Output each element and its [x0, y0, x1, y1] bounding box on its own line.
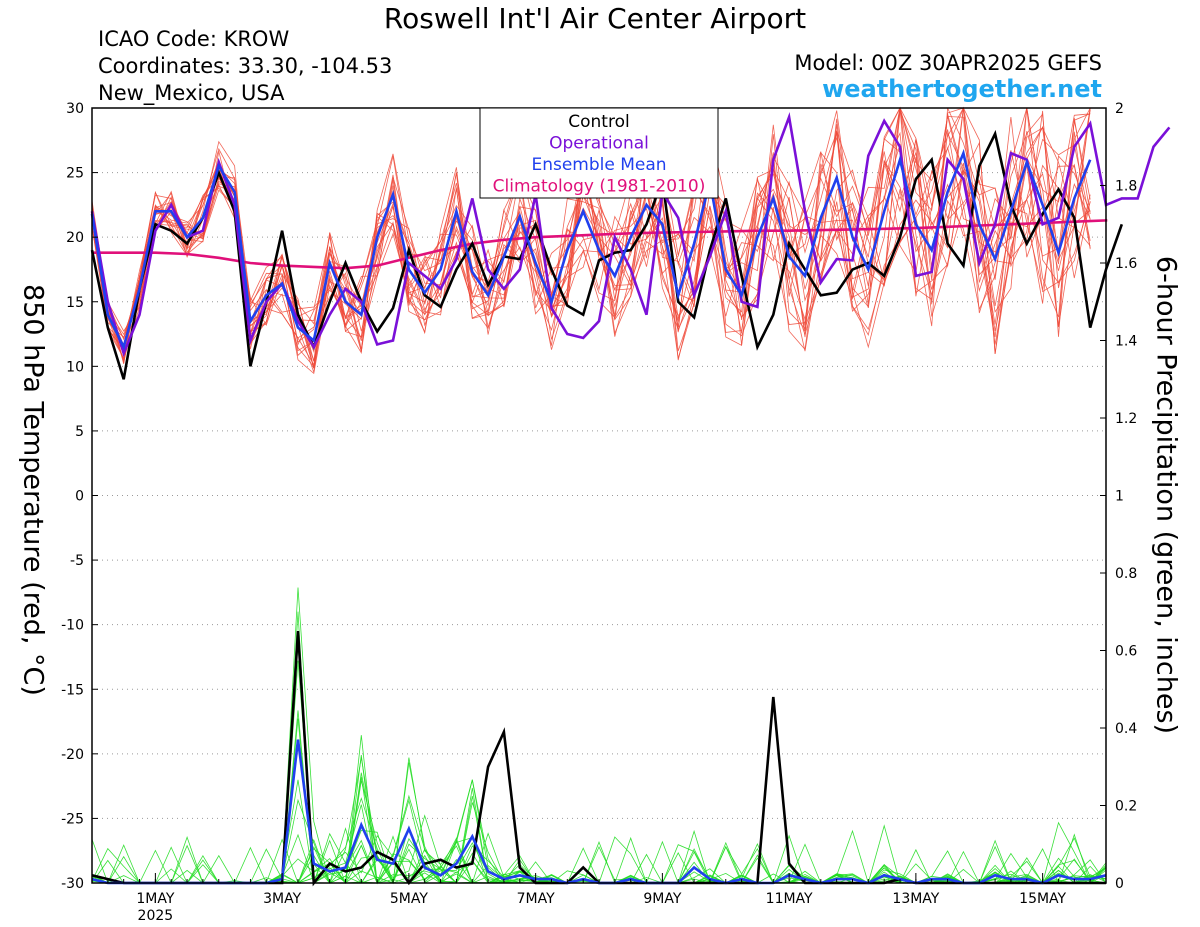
chart-title: Roswell Int'l Air Center Airport	[383, 2, 807, 35]
ensemble-temp-line	[91, 107, 1091, 362]
ensemble-temp-line	[91, 107, 1091, 352]
x-tick-label: 7MAY	[517, 891, 555, 907]
legend-entry: Control	[568, 112, 629, 132]
control-temp-line	[90, 129, 1124, 380]
y-right-tick-label: 1.8	[1115, 179, 1137, 195]
y-left-tick-label: 10	[66, 359, 84, 375]
x-tick-label: 3MAY	[263, 891, 301, 907]
y-left-tick-label: -20	[61, 747, 84, 763]
y-left-tick-label: 20	[66, 230, 84, 246]
y-left-tick-label: -5	[70, 553, 84, 569]
x-tick-label: 11MAY	[766, 891, 813, 907]
coordinates: Coordinates: 33.30, -104.53	[98, 54, 393, 78]
icao-code: ICAO Code: KROW	[98, 27, 290, 51]
y-left-tick-label: 25	[66, 166, 84, 182]
y-right-tick-label: 1	[1115, 489, 1124, 505]
legend-box	[479, 107, 719, 199]
ensemble-precip-line	[92, 710, 1107, 884]
ensemble-temp-line	[91, 113, 1091, 365]
y-left-tick-label: -15	[61, 682, 84, 698]
y-right-tick-label: 0.6	[1115, 644, 1137, 660]
y-right-tick-label: 0.4	[1115, 721, 1137, 737]
climatology-line	[92, 219, 1108, 270]
y-left-tick-label: -25	[61, 811, 84, 827]
y-left-tick-label: -10	[61, 618, 84, 634]
ensemble-temp-line	[91, 109, 1091, 355]
y-right-tick-label: 1.4	[1115, 334, 1137, 350]
y-right-tick-label: 1.2	[1115, 411, 1137, 427]
ensemble-precip-line	[92, 718, 1107, 884]
y-right-tick-label: 1.6	[1115, 256, 1137, 272]
legend-entry: Operational	[549, 134, 649, 154]
ensemble-precip-line	[91, 821, 1107, 884]
ensemble-precip-line	[92, 762, 1107, 884]
control-precip-line	[91, 631, 1106, 887]
y-right-tick-label: 2	[1115, 101, 1124, 117]
x-tick-label: 1MAY	[136, 891, 174, 907]
y-left-tick-label: 30	[66, 101, 84, 117]
x-tick-label: 5MAY	[390, 891, 428, 907]
ensemble-precip-line	[92, 779, 1106, 885]
y-left-tick-label: -30	[61, 876, 84, 892]
ensemble-precip-line	[92, 587, 1106, 884]
y-left-tick-label: 5	[75, 424, 84, 440]
operational-temp-line	[90, 111, 1171, 358]
site-link[interactable]: weathertogether.net	[822, 75, 1102, 103]
y-left-tick-label: 15	[66, 295, 84, 311]
x-tick-label: 9MAY	[643, 891, 681, 907]
y-right-tick-label: 0.8	[1115, 566, 1137, 582]
region: New_Mexico, USA	[98, 81, 285, 105]
model-run: Model: 00Z 30APR2025 GEFS	[794, 51, 1102, 75]
y-right-tick-label: 0.2	[1115, 799, 1137, 815]
y-left-tick-label: 0	[75, 489, 84, 505]
x-tick-sublabel: 2025	[138, 908, 174, 924]
legend-entry: Climatology (1981-2010)	[493, 177, 706, 197]
ensemble-precip-line	[91, 787, 1107, 884]
mean-temp-line	[90, 148, 1092, 351]
ensemble-precip-line	[92, 832, 1107, 884]
legend-entry: Ensemble Mean	[531, 155, 666, 175]
ensemble-precip-line	[91, 772, 1107, 885]
ensemble-precip-line	[91, 660, 1107, 884]
y-right-tick-label: 0	[1115, 876, 1124, 892]
x-tick-label: 15MAY	[1019, 891, 1066, 907]
ensemble-precip-line	[91, 776, 1107, 885]
ensemble-precipitation-members	[91, 587, 1107, 885]
x-tick-label: 13MAY	[892, 891, 939, 907]
ensemble-precip-line	[91, 780, 1107, 885]
